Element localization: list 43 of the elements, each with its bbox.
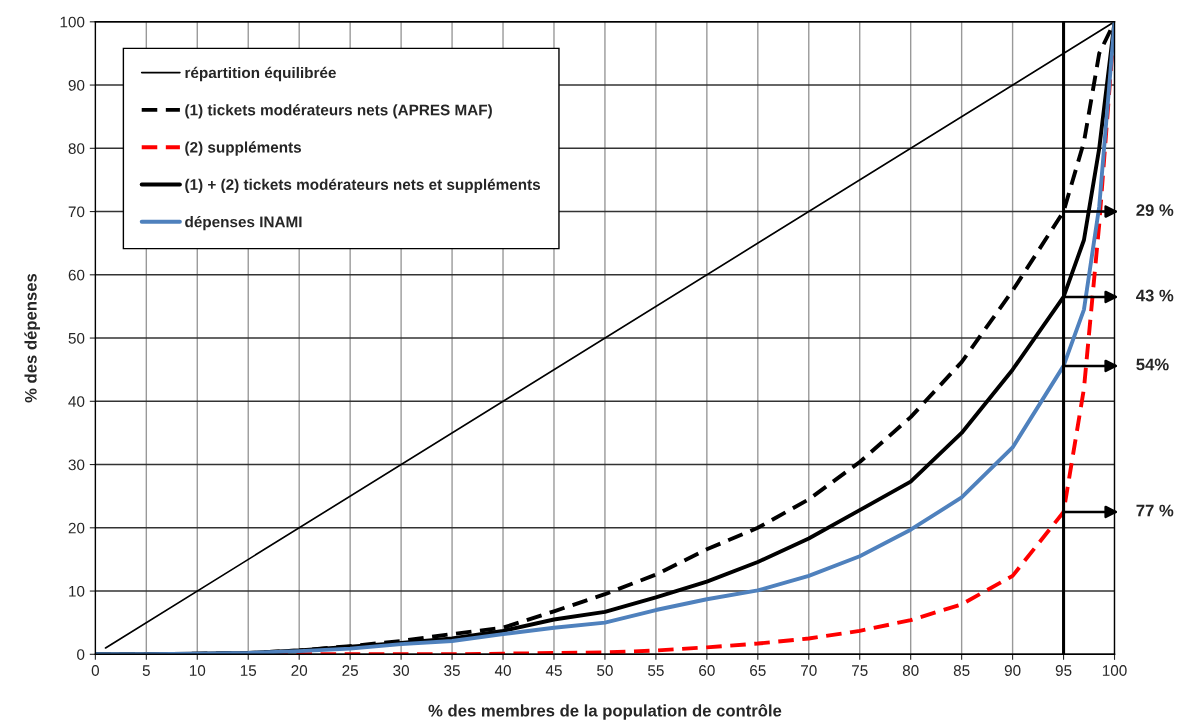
legend-label: (1) + (2) tickets modérateurs nets et suppléments	[185, 178, 541, 194]
legend-label: (1) tickets modérateurs nets (APRES MAF)	[185, 104, 492, 119]
x-tick-label: 40	[494, 665, 511, 676]
x-tick-label: 0	[91, 665, 100, 676]
y-tick-label: 90	[68, 79, 85, 91]
x-tick-label: 30	[393, 665, 410, 676]
x-tick-label: 95	[1055, 665, 1072, 676]
y-tick-label: 0	[77, 649, 85, 660]
x-tick-label: 5	[142, 665, 150, 676]
x-tick-label: 15	[240, 665, 257, 676]
x-tick-label: 80	[902, 665, 919, 676]
x-tick-label: 60	[699, 665, 715, 676]
legend-label: (2) suppléments	[185, 141, 302, 156]
text: 29 %	[1136, 204, 1174, 217]
legend-label: dépenses INAMI	[185, 215, 302, 231]
y-tick-label: 50	[68, 332, 85, 344]
x-tick-label: 50	[597, 665, 613, 676]
y-tick-label: 30	[68, 459, 85, 471]
y-tick-label: 100	[60, 16, 85, 28]
y-tick-label: 80	[68, 143, 85, 154]
legend-label: répartition équilibrée	[185, 66, 336, 82]
x-tick-label: 10	[189, 665, 206, 676]
x-tick-label: 20	[291, 665, 308, 676]
y-tick-label: 20	[68, 522, 85, 534]
x-axis-title: % des membres de la population de contrôle	[428, 703, 782, 720]
x-tick-label: 100	[1102, 665, 1127, 676]
x-tick-label: 35	[444, 665, 460, 676]
y-tick-label: 40	[68, 396, 85, 407]
x-tick-label: 65	[750, 665, 766, 676]
text: 54%	[1136, 358, 1169, 371]
y-tick-label: 70	[68, 206, 85, 218]
x-tick-label: 70	[801, 665, 817, 676]
y-axis-title: % des dépenses	[24, 273, 41, 403]
x-tick-label: 45	[545, 665, 562, 676]
x-tick-label: 55	[648, 665, 664, 676]
y-tick-label: 10	[69, 585, 85, 597]
y-tick-label: 60	[68, 269, 85, 281]
x-tick-label: 75	[852, 665, 868, 676]
text: 77 %	[1136, 504, 1174, 517]
text: 43 %	[1136, 289, 1174, 302]
x-tick-label: 85	[953, 665, 970, 676]
x-tick-label: 25	[342, 665, 359, 676]
x-tick-label: 90	[1004, 665, 1021, 676]
